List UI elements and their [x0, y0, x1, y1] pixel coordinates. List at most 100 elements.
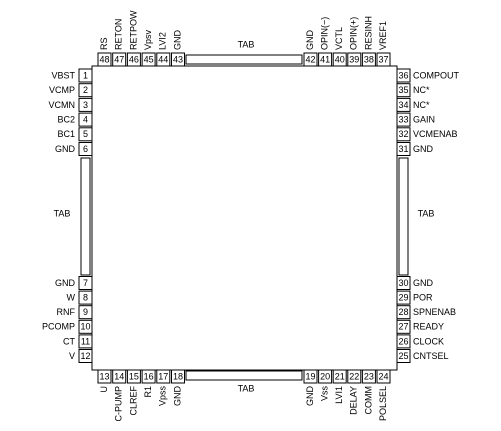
pin-box	[361, 52, 376, 67]
pin-number: 8	[83, 292, 88, 302]
pin-label: VREF1	[378, 21, 388, 50]
pin-number: 10	[80, 322, 90, 332]
pin-number: 30	[398, 278, 408, 288]
pin-label: R1	[143, 386, 153, 398]
pin-number: 36	[398, 70, 408, 80]
pin-number: 33	[398, 114, 408, 124]
pin-box	[303, 369, 318, 384]
pin-number: 43	[173, 54, 183, 64]
pin-box	[78, 127, 93, 142]
pin-box	[78, 112, 93, 127]
pin-label: C-PUMP	[114, 386, 124, 422]
pin-number: 19	[305, 371, 315, 381]
pin-label: CLOCK	[413, 336, 444, 346]
pin-label: V	[69, 351, 75, 361]
pin-label: VBST	[51, 70, 75, 80]
pin-number: 42	[305, 54, 315, 64]
pin-box	[396, 68, 411, 83]
pin-number: 18	[173, 371, 183, 381]
pin-number: 48	[99, 54, 109, 64]
pin-box	[156, 52, 171, 67]
pin-number: 27	[398, 322, 408, 332]
pin-box	[141, 52, 156, 67]
pin-box	[318, 52, 333, 67]
pin-box	[171, 369, 185, 384]
pin-label: RETPOW	[128, 10, 138, 50]
pin-label: GND	[172, 386, 182, 407]
pin-number: 46	[129, 54, 139, 64]
pin-number: 15	[129, 371, 139, 381]
pin-label: CNTSEL	[413, 351, 449, 361]
pin-number: 11	[81, 336, 90, 346]
pin-box	[396, 112, 411, 127]
pin-number: 34	[398, 100, 408, 110]
tab-label: TAB	[238, 39, 255, 49]
tab-pad	[80, 157, 91, 276]
pin-label: LVI1	[334, 386, 344, 404]
pin-number: 26	[398, 336, 408, 346]
pin-number: 3	[83, 100, 88, 110]
pin-number: 20	[320, 371, 330, 381]
pin-box	[376, 369, 391, 384]
pin-box	[396, 319, 411, 334]
pin-box	[171, 52, 185, 67]
pin-box	[396, 305, 411, 320]
pin-box	[332, 52, 347, 67]
pin-number: 5	[83, 129, 88, 139]
pin-number: 17	[158, 371, 168, 381]
pin-label: COMM	[363, 386, 373, 415]
pin-label: Vss	[319, 386, 329, 402]
pin-label: GND	[55, 278, 76, 288]
pin-label: DELAY	[349, 386, 359, 415]
pin-label: GND	[172, 30, 182, 51]
pin-number: 7	[83, 278, 88, 288]
pin-number: 6	[83, 144, 88, 154]
pin-label: NC*	[413, 100, 430, 110]
pin-box	[361, 369, 376, 384]
pin-label: VCMN	[49, 100, 76, 110]
pin-number: 41	[320, 54, 330, 64]
tab-pad	[398, 157, 409, 276]
pin-number: 22	[349, 371, 359, 381]
pin-label: NC*	[413, 85, 430, 95]
pin-box	[141, 369, 156, 384]
pin-label: GND	[413, 144, 434, 154]
pin-number: 37	[378, 54, 388, 64]
pin-box	[396, 334, 411, 349]
pin-box	[156, 369, 171, 384]
pin-label: GND	[305, 386, 315, 407]
tab-label: TAB	[54, 208, 71, 218]
pin-box	[97, 52, 112, 67]
pin-label: RESINH	[363, 16, 373, 50]
pin-label: Vpsv	[143, 29, 153, 50]
pin-box	[97, 369, 112, 384]
pin-box	[396, 290, 411, 305]
pin-number: 4	[83, 114, 88, 124]
pin-label: GND	[55, 144, 76, 154]
tab-label: TAB	[238, 383, 255, 393]
pin-label: VCMENAB	[413, 129, 458, 139]
pin-label: OPIN(+)	[349, 17, 359, 50]
pin-label: SPNENAB	[413, 307, 456, 317]
pin-number: 14	[114, 371, 124, 381]
pin-label: GND	[413, 278, 434, 288]
pin-label: READY	[413, 322, 444, 332]
pin-number: 38	[364, 54, 374, 64]
pin-box	[78, 305, 93, 320]
pin-label: POR	[413, 292, 433, 302]
pin-label: GAIN	[413, 114, 435, 124]
pin-box	[303, 52, 318, 67]
pin-number: 47	[114, 54, 124, 64]
pin-label: U	[99, 386, 109, 393]
pin-number: 13	[99, 371, 109, 381]
pin-box	[112, 369, 127, 384]
pin-box	[396, 83, 411, 98]
pin-box	[78, 142, 93, 156]
pin-label: VCMP	[49, 85, 75, 95]
pin-number: 25	[398, 351, 408, 361]
pin-label: RETON	[114, 19, 124, 50]
pin-number: 45	[144, 54, 154, 64]
tab-pad	[185, 54, 303, 65]
chip-body	[91, 65, 398, 371]
